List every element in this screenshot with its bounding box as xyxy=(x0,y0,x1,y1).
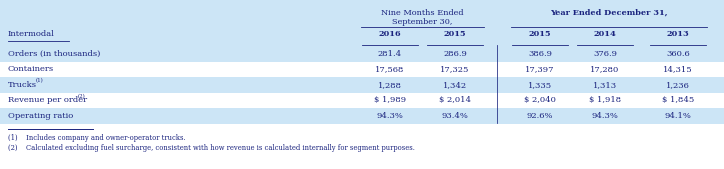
Text: (2): (2) xyxy=(77,94,85,99)
Text: 1,236: 1,236 xyxy=(666,81,690,89)
Text: Revenue per order: Revenue per order xyxy=(8,96,87,104)
Text: Year Ended December 31,: Year Ended December 31, xyxy=(550,9,668,17)
Text: Trucks: Trucks xyxy=(8,81,37,89)
Bar xyxy=(0,0,724,46)
Text: September 30,: September 30, xyxy=(392,18,452,26)
Text: $ 1,989: $ 1,989 xyxy=(374,96,406,104)
Text: 386.9: 386.9 xyxy=(528,50,552,58)
Bar xyxy=(0,62,724,77)
Text: 17,325: 17,325 xyxy=(440,65,470,73)
Bar xyxy=(0,46,724,62)
Text: $ 1,918: $ 1,918 xyxy=(589,96,621,104)
Bar xyxy=(0,0,724,46)
Text: Operating ratio: Operating ratio xyxy=(8,112,73,120)
Text: 1,313: 1,313 xyxy=(593,81,617,89)
Text: 94.3%: 94.3% xyxy=(592,112,618,120)
Text: 94.1%: 94.1% xyxy=(665,112,691,120)
Text: 17,280: 17,280 xyxy=(590,65,620,73)
Bar xyxy=(0,77,724,92)
Bar xyxy=(0,92,724,108)
Text: 17,568: 17,568 xyxy=(375,65,405,73)
Text: Orders (in thousands): Orders (in thousands) xyxy=(8,50,101,58)
Text: 14,315: 14,315 xyxy=(663,65,693,73)
Text: 93.4%: 93.4% xyxy=(442,112,468,120)
Bar xyxy=(0,62,724,77)
Text: $ 2,014: $ 2,014 xyxy=(439,96,471,104)
Text: 1,342: 1,342 xyxy=(443,81,467,89)
Bar xyxy=(0,77,724,92)
Bar xyxy=(0,108,724,124)
Text: 2013: 2013 xyxy=(667,30,689,38)
Text: 376.9: 376.9 xyxy=(593,50,617,58)
Text: (1)    Includes company and owner-operator trucks.: (1) Includes company and owner-operator … xyxy=(8,135,185,142)
Bar xyxy=(0,46,724,62)
Text: Containers: Containers xyxy=(8,65,54,73)
Text: 17,397: 17,397 xyxy=(525,65,555,73)
Text: 2015: 2015 xyxy=(529,30,551,38)
Text: Intermodal: Intermodal xyxy=(8,30,55,38)
Text: Nine Months Ended: Nine Months Ended xyxy=(382,9,464,17)
Text: 94.3%: 94.3% xyxy=(376,112,403,120)
Text: 286.9: 286.9 xyxy=(443,50,467,58)
Text: 2016: 2016 xyxy=(379,30,401,38)
Text: 1,288: 1,288 xyxy=(378,81,402,89)
Text: 360.6: 360.6 xyxy=(666,50,690,58)
Bar xyxy=(0,92,724,108)
Text: 2014: 2014 xyxy=(594,30,616,38)
Text: (2)    Calculated excluding fuel surcharge, consistent with how revenue is calcu: (2) Calculated excluding fuel surcharge,… xyxy=(8,144,415,152)
Bar xyxy=(0,108,724,124)
Text: 1,335: 1,335 xyxy=(528,81,552,89)
Text: (1): (1) xyxy=(35,78,43,83)
Text: $ 1,845: $ 1,845 xyxy=(662,96,694,104)
Text: 281.4: 281.4 xyxy=(378,50,402,58)
Text: 2015: 2015 xyxy=(444,30,466,38)
Text: 92.6%: 92.6% xyxy=(527,112,553,120)
Text: $ 2,040: $ 2,040 xyxy=(524,96,556,104)
